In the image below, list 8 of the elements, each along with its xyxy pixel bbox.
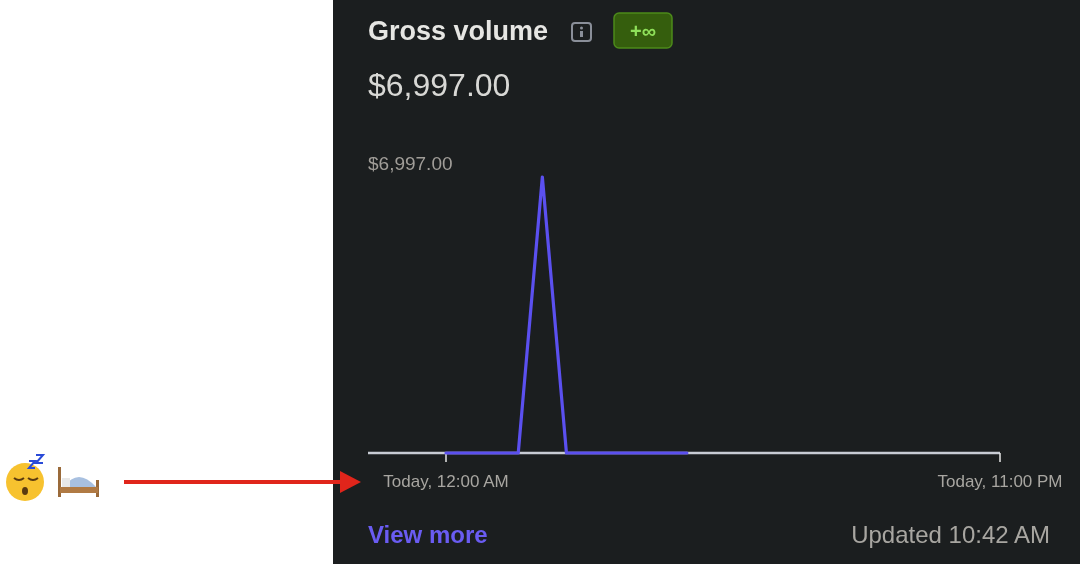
text: Updated 10:42 AM <box>851 521 1050 548</box>
text: View more <box>368 521 488 548</box>
x-tick-label: Today, 12:00 AM <box>383 472 509 491</box>
text: $6,997.00 <box>368 153 453 174</box>
chart-title: Gross volume <box>368 16 549 46</box>
text: +∞ <box>630 20 656 42</box>
x-tick-label: Today, 11:00 PM <box>937 472 1063 491</box>
chart-subtitle: $6,997.00 <box>368 67 511 103</box>
